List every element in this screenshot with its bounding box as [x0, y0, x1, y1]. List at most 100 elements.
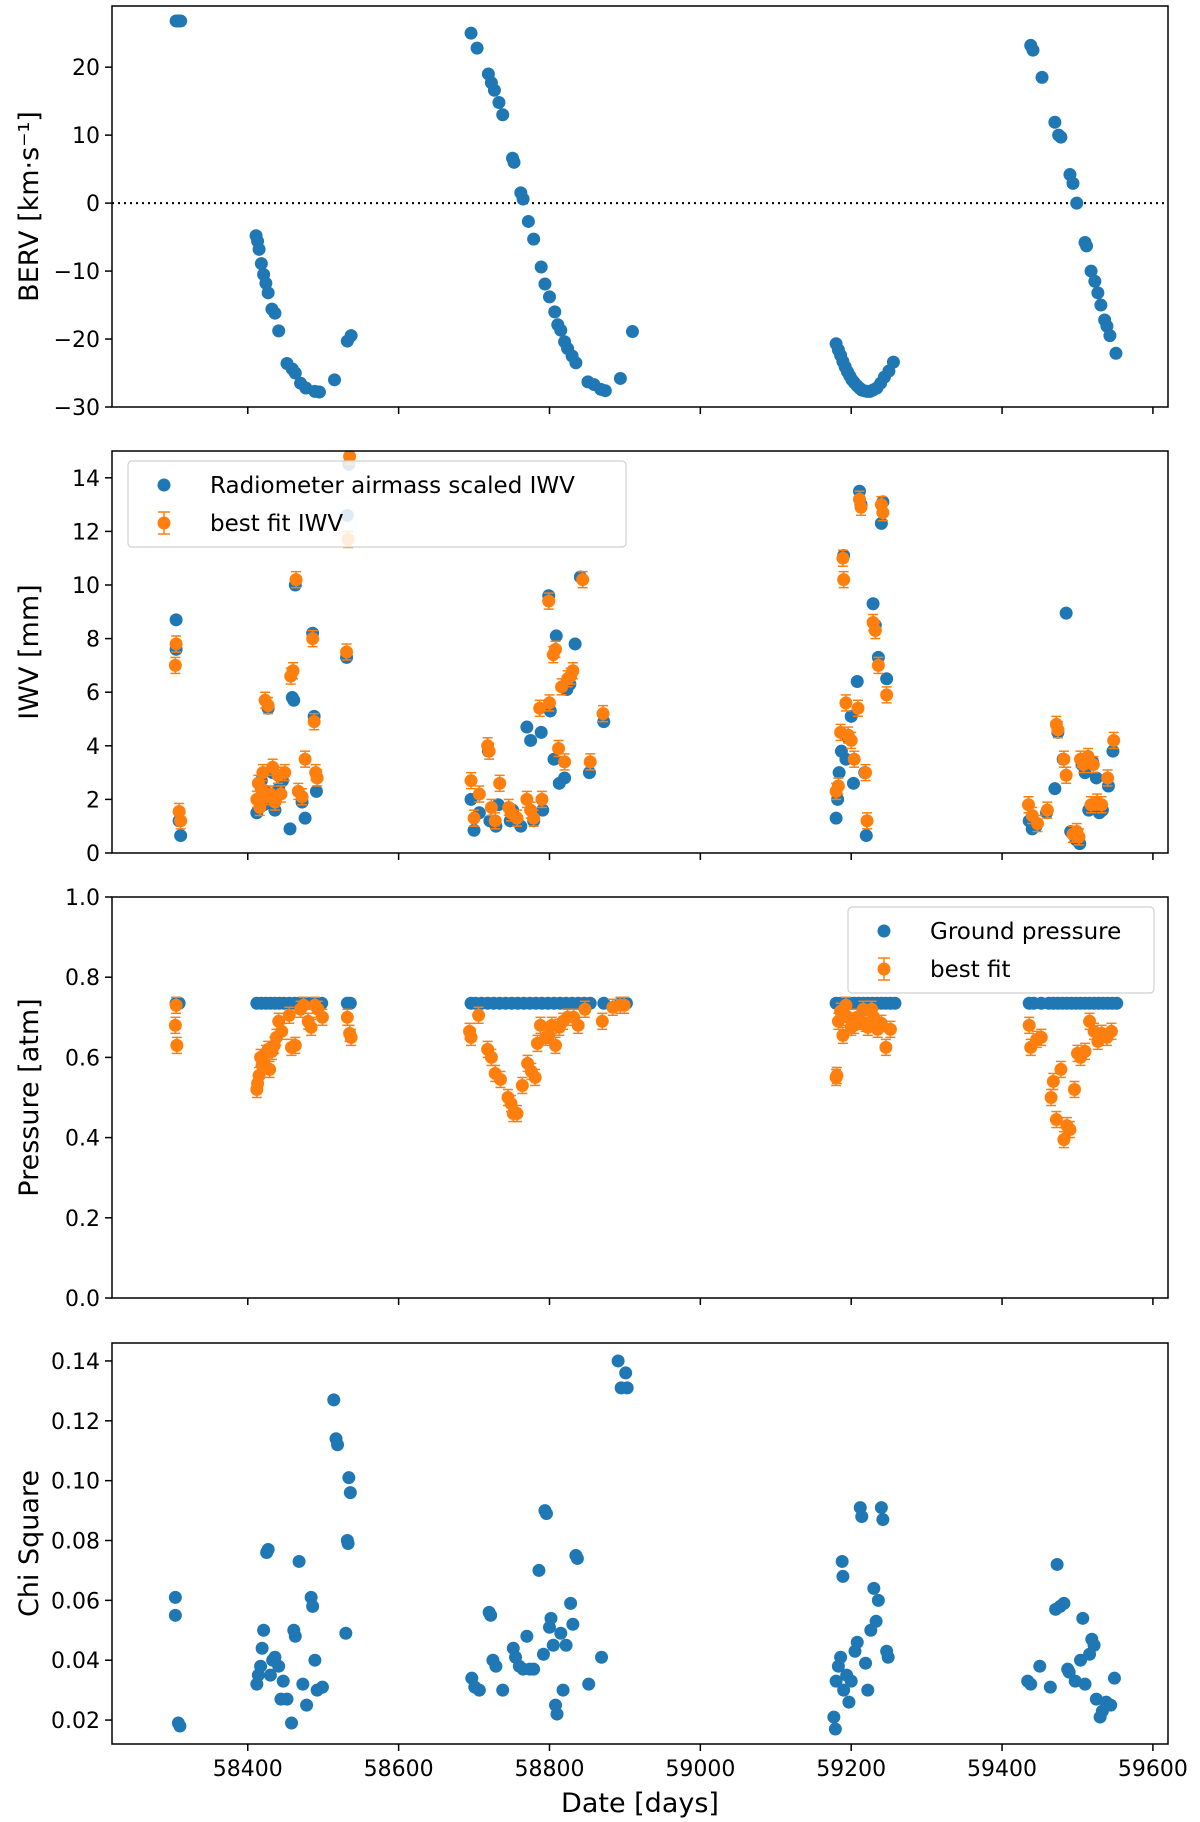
data-point — [272, 1659, 286, 1673]
data-point — [558, 755, 572, 769]
data-point — [578, 1002, 592, 1016]
data-point — [836, 551, 850, 565]
data-point — [528, 1070, 542, 1084]
data-point — [309, 784, 323, 798]
data-point — [1024, 1677, 1038, 1691]
data-point — [835, 1554, 849, 1568]
data-point — [341, 1537, 355, 1550]
data-point — [344, 329, 358, 343]
data-point — [871, 1593, 885, 1607]
data-point — [558, 771, 572, 785]
data-point — [261, 1542, 275, 1556]
data-point — [1084, 264, 1098, 278]
data-point — [1040, 803, 1054, 817]
data-point — [312, 385, 326, 399]
data-point — [268, 306, 282, 320]
data-point — [169, 998, 183, 1012]
y-tick-label: 10 — [72, 124, 100, 149]
data-point — [1107, 1671, 1121, 1685]
data-point — [1070, 196, 1084, 210]
legend: Ground pressure best fit — [847, 906, 1155, 994]
data-point — [297, 998, 311, 1012]
y-tick-label: 0.0 — [65, 1287, 100, 1312]
y-tick-label: 0.06 — [51, 1589, 100, 1614]
panel-3: 0.0 0.2 0.4 0.6 0.8 1.0 Pressure [atm] Ground p… — [14, 886, 1169, 1312]
y-tick-label: −10 — [54, 260, 100, 285]
data-point — [527, 232, 541, 246]
data-point — [527, 1662, 541, 1676]
data-point — [467, 811, 481, 825]
data-point — [1089, 1692, 1103, 1706]
data-point — [296, 1677, 310, 1691]
data-point — [1087, 1638, 1101, 1652]
data-point — [832, 766, 846, 780]
data-point — [510, 1107, 524, 1121]
data-point — [252, 242, 266, 256]
data-point — [871, 658, 885, 672]
data-point — [1109, 346, 1123, 360]
data-point — [836, 1028, 850, 1042]
y-tick-label: 0.8 — [65, 966, 100, 991]
data-point — [472, 1683, 486, 1697]
legend-marker — [157, 516, 171, 530]
data-point — [874, 1501, 888, 1515]
y-tick-label: 0.14 — [51, 1350, 100, 1375]
y-axis-label: IWV [mm] — [14, 584, 45, 719]
data-point — [883, 1022, 897, 1036]
y-tick-label: 2 — [86, 788, 100, 813]
data-point — [867, 1581, 881, 1595]
x-tick-label: 58800 — [514, 1757, 584, 1782]
data-point — [625, 325, 639, 339]
data-point — [1048, 782, 1062, 796]
data-point — [1068, 1674, 1082, 1688]
y-tick-label: −20 — [54, 328, 100, 353]
data-point — [850, 1635, 864, 1649]
data-point — [1026, 43, 1040, 57]
data-point — [1067, 1082, 1081, 1096]
data-point — [535, 792, 549, 806]
data-point — [546, 1638, 560, 1652]
data-point — [261, 699, 275, 713]
data-point — [834, 1650, 848, 1664]
data-point — [470, 41, 484, 55]
data-point — [464, 774, 478, 788]
data-point — [566, 1617, 580, 1631]
data-point — [1057, 752, 1071, 766]
y-tick-label: 0.6 — [65, 1046, 100, 1071]
data-point — [836, 1569, 850, 1583]
data-point — [828, 1722, 842, 1736]
data-point — [1078, 1677, 1092, 1691]
data-point — [286, 664, 300, 678]
legend-label: Ground pressure — [930, 919, 1121, 945]
y-axis-label: BERV [km·s⁻¹] — [14, 111, 45, 302]
y-tick-label: 8 — [86, 628, 100, 653]
data-point — [516, 192, 530, 206]
data-point — [1072, 830, 1086, 844]
data-point — [272, 324, 286, 338]
data-point — [1059, 606, 1073, 620]
data-point — [507, 155, 521, 169]
data-point — [1089, 771, 1103, 785]
data-point — [536, 1647, 550, 1661]
data-point — [881, 1650, 895, 1664]
data-point — [533, 701, 547, 715]
data-point — [880, 672, 894, 686]
data-point — [173, 1719, 187, 1733]
data-point — [487, 83, 501, 97]
data-point — [854, 500, 868, 514]
y-tick-label: 4 — [86, 735, 100, 760]
data-point — [504, 1097, 518, 1111]
data-point — [1104, 1698, 1118, 1712]
data-point — [1086, 758, 1100, 772]
data-point — [174, 829, 188, 843]
x-tick-label: 58600 — [364, 1757, 434, 1782]
plot-frame — [111, 5, 1169, 408]
series-data — [169, 14, 1123, 399]
data-point — [168, 1018, 182, 1032]
data-point — [472, 1008, 486, 1022]
data-point — [831, 1014, 845, 1028]
series-best-fit — [168, 996, 1118, 1149]
data-point — [598, 384, 612, 398]
y-axis-label: Chi Square — [14, 1470, 45, 1617]
data-point — [844, 1674, 858, 1688]
